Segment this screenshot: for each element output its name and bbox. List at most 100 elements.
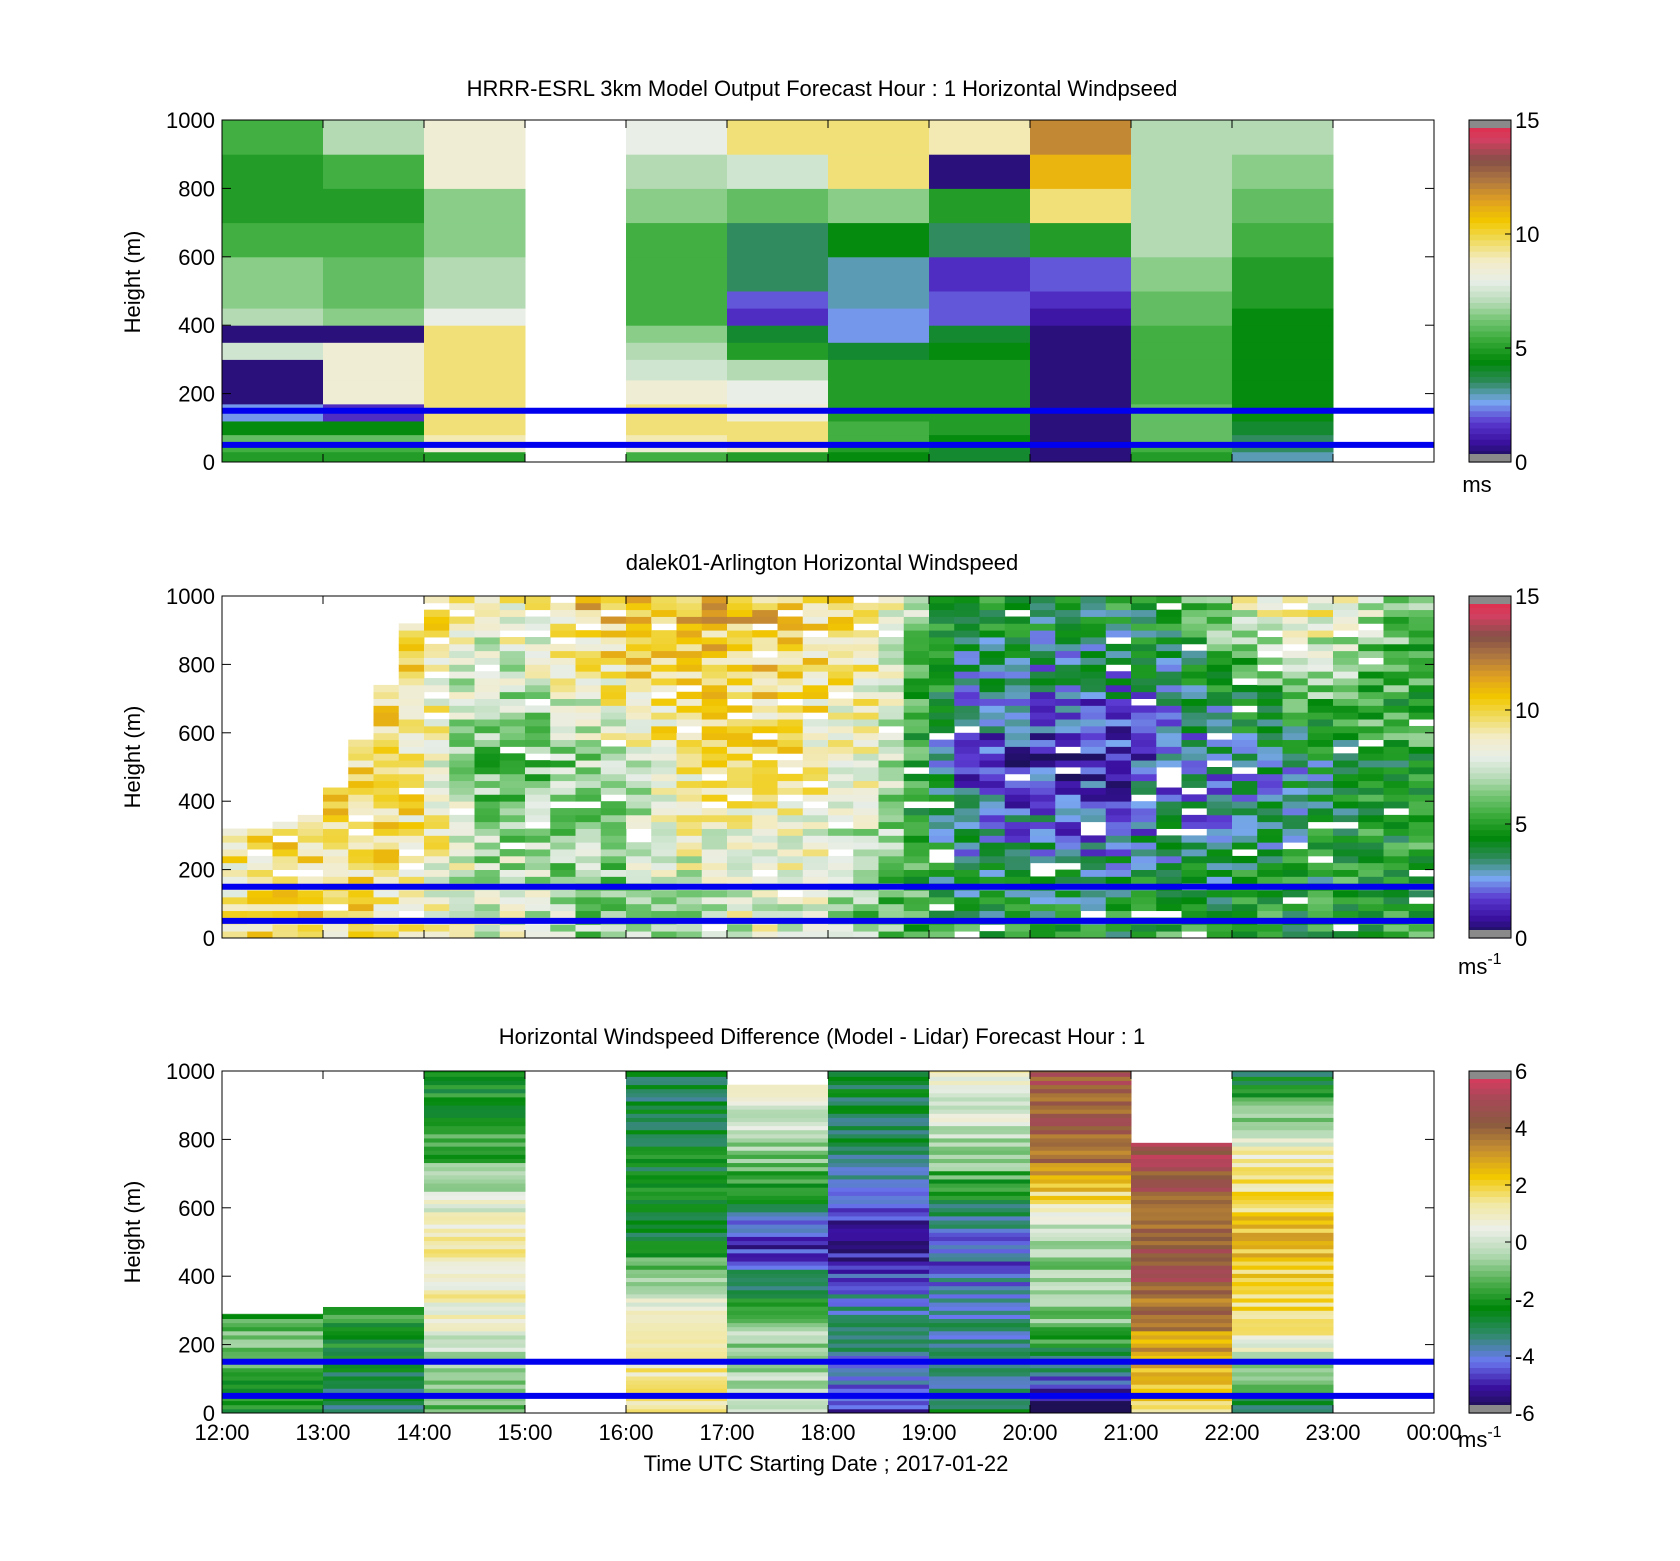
heatmap-cell [903, 596, 930, 604]
colorbar-segment [1469, 216, 1511, 224]
heatmap-cell [1232, 773, 1258, 782]
heatmap-cell [1030, 1351, 1132, 1356]
heatmap-cell [626, 1400, 728, 1406]
heatmap-cell [1105, 849, 1132, 857]
heatmap-cell [727, 308, 829, 326]
heatmap-cell [525, 650, 551, 658]
heatmap-cell [373, 862, 400, 870]
heatmap-cell [1383, 698, 1410, 706]
heatmap-cell [727, 609, 753, 617]
heatmap-cell [1080, 760, 1107, 768]
heatmap-cell [828, 1384, 930, 1389]
heatmap-cell [424, 773, 450, 782]
heatmap-cell [727, 1289, 829, 1295]
heatmap-cell [1232, 876, 1258, 884]
heatmap-cell [600, 643, 627, 652]
heatmap-cell [1131, 1269, 1233, 1274]
heatmap-cell [1030, 623, 1056, 631]
heatmap-cell [1408, 801, 1435, 809]
heatmap-cell [777, 903, 804, 912]
heatmap-cell [1055, 842, 1081, 850]
heatmap-cell [297, 890, 324, 898]
heatmap-cell [424, 1117, 526, 1123]
colorbar-segment [1469, 308, 1511, 315]
heatmap-cell [1131, 1179, 1233, 1184]
heatmap-cell [701, 876, 728, 884]
heatmap-cell [222, 325, 324, 343]
heatmap-cell [626, 342, 728, 360]
heatmap-cell [853, 739, 879, 747]
heatmap-cell [626, 1183, 728, 1188]
heatmap-cell [1408, 678, 1435, 686]
heatmap-cell [600, 890, 627, 898]
heatmap-cell [449, 773, 475, 782]
heatmap-cell [424, 1088, 526, 1094]
heatmap-cell [550, 650, 576, 658]
heatmap-cell [626, 1154, 728, 1159]
heatmap-cell [1055, 760, 1081, 768]
heatmap-cell [1307, 739, 1334, 747]
heatmap-cell [626, 643, 652, 652]
heatmap-cell [474, 712, 501, 720]
heatmap-cell [323, 849, 349, 857]
heatmap-cell [752, 664, 778, 672]
heatmap-cell [651, 719, 677, 727]
heatmap-cell [348, 787, 374, 795]
heatmap-cell [626, 1343, 728, 1348]
heatmap-cell [398, 896, 425, 905]
heatmap-cell [550, 719, 576, 727]
heatmap-cell [424, 1339, 526, 1344]
heatmap-cell [626, 1195, 728, 1200]
heatmap-cell [550, 760, 576, 768]
heatmap-cell [323, 787, 349, 795]
heatmap-cell [828, 732, 854, 741]
heatmap-cell [651, 657, 677, 665]
heatmap-cell [1004, 602, 1031, 611]
heatmap-cell [1131, 1174, 1233, 1180]
heatmap-cell [828, 1179, 930, 1184]
heatmap-cell [1156, 725, 1182, 734]
colorbar-segment [1469, 601, 1511, 608]
heatmap-cell [1030, 325, 1132, 343]
heatmap-cell [1257, 869, 1283, 877]
heatmap-cell [499, 931, 526, 939]
heatmap-cell [1156, 732, 1182, 741]
heatmap-cell [1030, 1170, 1132, 1176]
heatmap-cell [929, 1150, 1031, 1155]
heatmap-cell [600, 767, 627, 775]
heatmap-cell [853, 910, 879, 918]
heatmap-cell [954, 732, 980, 741]
heatmap-cell [272, 890, 299, 898]
colorbar-segment [1469, 393, 1511, 400]
heatmap-cell [297, 842, 324, 850]
heatmap-cell [1383, 828, 1410, 836]
heatmap-cell [727, 1207, 829, 1213]
heatmap-cell [1131, 1244, 1233, 1250]
heatmap-cell [499, 596, 526, 604]
heatmap-cell [828, 705, 854, 713]
heatmap-cell [575, 678, 602, 686]
heatmap-cell [1105, 801, 1132, 809]
colorbar-segment [1469, 1344, 1511, 1351]
colorbar-segment [1469, 205, 1511, 212]
colorbar-segment [1469, 1401, 1511, 1408]
heatmap-cell [1004, 684, 1031, 693]
colorbar-segment [1469, 410, 1511, 417]
heatmap-cell [1131, 1355, 1233, 1361]
heatmap-cell [1383, 746, 1410, 754]
heatmap-cell [1232, 842, 1258, 850]
heatmap-cell [1232, 643, 1258, 652]
heatmap-cell [525, 725, 551, 734]
heatmap-cell [626, 1339, 728, 1344]
heatmap-cell [398, 869, 425, 877]
heatmap-cell [828, 855, 854, 864]
heatmap-cell [929, 1347, 1031, 1352]
heatmap-cell [929, 896, 955, 905]
heatmap-cell [828, 451, 930, 463]
heatmap-cell [424, 1293, 526, 1299]
heatmap-cell [525, 596, 551, 604]
heatmap-cell [828, 1236, 930, 1242]
heatmap-cell [1181, 678, 1208, 686]
heatmap-cell [1080, 855, 1107, 864]
